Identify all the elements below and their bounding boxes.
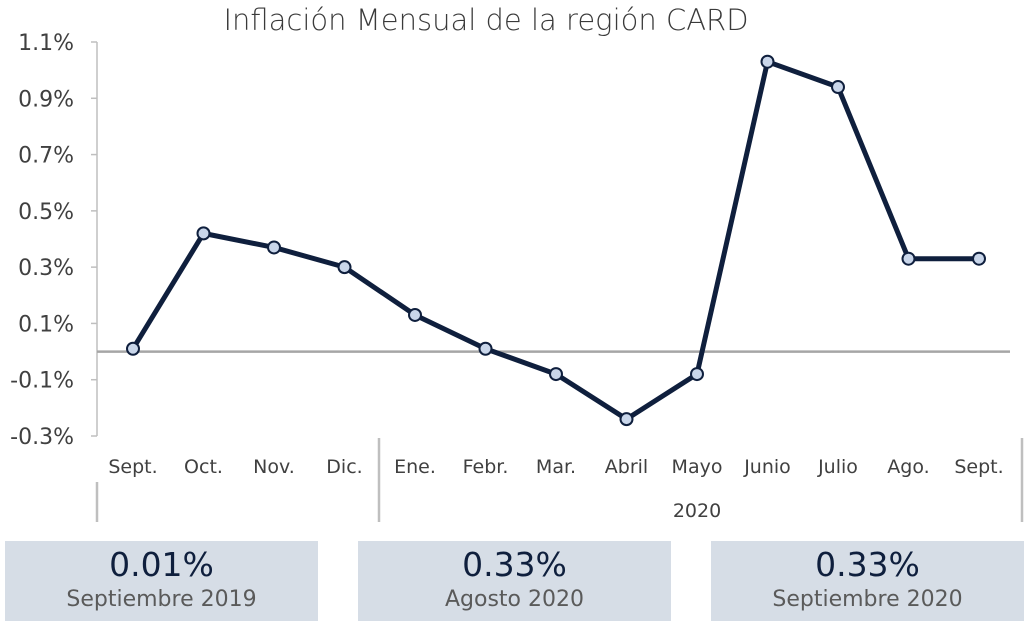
- x-tick-label: Abril: [605, 456, 648, 478]
- data-point: [267, 240, 281, 255]
- x-tick-label: Sept.: [108, 456, 157, 478]
- x-tick-label: Febr.: [463, 456, 509, 478]
- summary-card-value: 0.33%: [815, 545, 920, 584]
- chart-title: Inflación Mensual de la región CARD: [223, 3, 748, 37]
- summary-card-sept-2019: 0.01% Septiembre 2019: [5, 541, 318, 621]
- x-group-label: 2020: [673, 500, 721, 522]
- data-point: [760, 54, 775, 69]
- data-point: [408, 307, 422, 322]
- x-tick-label: Mar.: [536, 456, 576, 478]
- series-layer: [126, 54, 986, 427]
- data-point: [901, 251, 916, 266]
- data-point: [690, 367, 704, 382]
- summary-card-value: 0.01%: [109, 545, 214, 584]
- summary-card-aug-2020: 0.33% Agosto 2020: [358, 541, 671, 621]
- y-tick-label: 1.1%: [18, 31, 74, 56]
- data-point: [972, 251, 986, 266]
- y-tick-label: 0.5%: [18, 200, 74, 225]
- y-tick-label: 0.7%: [18, 144, 74, 169]
- x-tick-label: Sept.: [954, 456, 1003, 478]
- x-tick-label: Ene.: [394, 456, 436, 478]
- data-point: [478, 341, 493, 356]
- summary-card-value: 0.33%: [462, 545, 567, 584]
- x-tick-label: Ago.: [887, 456, 929, 478]
- x-tick-label: Mayo: [672, 456, 723, 478]
- y-tick-label: 0.3%: [18, 256, 74, 281]
- summary-card-label: Septiembre 2019: [66, 587, 257, 612]
- data-point: [126, 341, 140, 356]
- summary-card-sept-2020: 0.33% Septiembre 2020: [711, 541, 1024, 621]
- summary-cards: 0.01% Septiembre 2019 0.33% Agosto 2020 …: [0, 541, 1029, 621]
- x-axis: Sept. Oct. Nov. Dic. Ene. Febr. Mar. Abril Mayo J…: [95, 350, 1024, 522]
- y-tick-label: 0.1%: [18, 312, 74, 337]
- x-tick-label: Nov.: [253, 456, 295, 478]
- data-point: [337, 260, 352, 275]
- inflation-line-chart: Inflación Mensual de la región CARD 1.1%…: [10, 3, 1024, 522]
- data-point: [549, 367, 563, 382]
- summary-card-label: Septiembre 2020: [772, 587, 963, 612]
- summary-card-label: Agosto 2020: [444, 587, 584, 612]
- x-tick-label: Dic.: [326, 456, 362, 478]
- x-tick-label: Junio: [743, 456, 791, 478]
- data-point: [619, 412, 634, 427]
- y-tick-label: -0.3%: [10, 425, 74, 450]
- y-tick-label: -0.1%: [10, 369, 74, 394]
- x-tick-label: Oct.: [184, 456, 223, 478]
- y-axis: 1.1% 0.9% 0.7% 0.5% 0.3% 0.1% -0.1% -0.3%: [10, 31, 98, 450]
- data-point: [196, 226, 211, 241]
- series-line: [130, 59, 982, 422]
- x-tick-label: Julio: [817, 456, 858, 478]
- y-tick-label: 0.9%: [18, 87, 74, 112]
- data-point: [831, 80, 845, 95]
